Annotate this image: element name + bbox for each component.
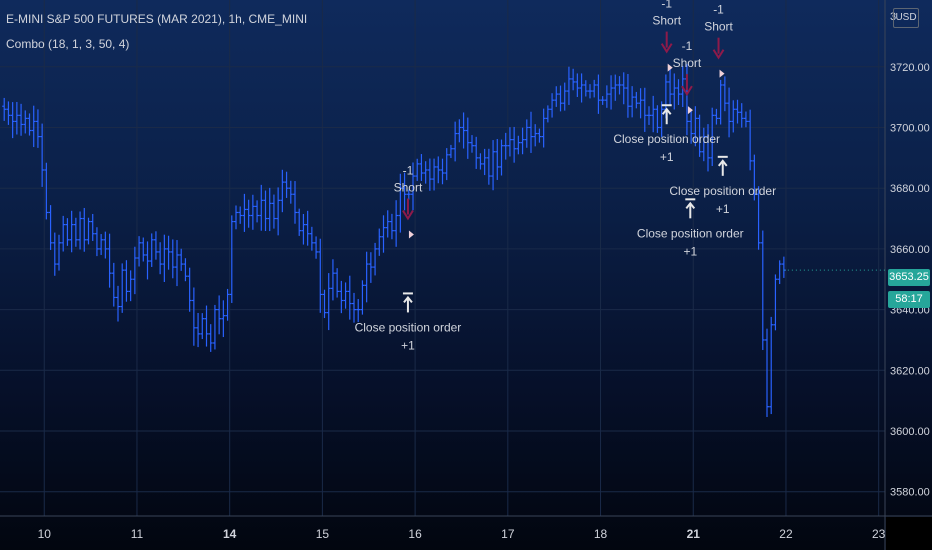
short-label-qty: -1 [713, 3, 724, 17]
close-label-text: Close position order [637, 226, 744, 240]
close-arrow-head [685, 201, 696, 209]
short-label-qty: -1 [682, 39, 693, 53]
short-label-qty: -1 [661, 0, 672, 11]
x-tick-label: 17 [501, 527, 515, 541]
short-arrow-head [681, 85, 693, 96]
close-arrow-head [661, 107, 672, 115]
short-label-text: Short [673, 56, 702, 70]
short-entry-marker [719, 69, 725, 78]
last-price-tag: 3653.25 [888, 269, 930, 286]
symbol-title[interactable]: E-MINI S&P 500 FUTURES (MAR 2021), 1h, C… [6, 12, 308, 26]
short-label-qty: -1 [403, 164, 414, 178]
y-tick-label: 3620.00 [890, 365, 930, 377]
x-tick-label: 15 [316, 527, 330, 541]
close-label-qty: +1 [401, 338, 415, 352]
y-tick-label: 3700.00 [890, 122, 930, 134]
close-label-qty: +1 [660, 150, 674, 164]
indicator-legend[interactable]: Combo (18, 1, 3, 50, 4) [6, 37, 130, 51]
x-tick-label: 10 [38, 527, 52, 541]
currency-badge[interactable]: USD [893, 8, 919, 28]
short-entry-marker [667, 63, 673, 72]
countdown-tag: 58:17 [888, 291, 930, 308]
y-tick-label: 3600.00 [890, 426, 930, 438]
x-tick-label: 23 [872, 527, 886, 541]
short-arrow-head [402, 210, 414, 221]
short-entry-marker [408, 230, 414, 239]
close-label-text: Close position order [669, 184, 776, 198]
close-arrow-head [717, 159, 728, 167]
x-tick-label: 18 [594, 527, 608, 541]
x-tick-label: 21 [687, 527, 701, 541]
y-tick-label: 3680.00 [890, 183, 930, 195]
short-label-text: Short [704, 20, 733, 34]
short-label-text: Short [652, 14, 681, 28]
x-tick-label: 11 [131, 527, 144, 541]
axis-corner [886, 517, 932, 550]
short-arrow-head [660, 43, 673, 54]
short-entry-marker [687, 106, 693, 115]
x-tick-label: 22 [779, 527, 793, 541]
close-label-text: Close position order [355, 320, 462, 334]
short-label-text: Short [394, 181, 423, 195]
short-arrow-head [712, 49, 725, 60]
close-arrow-head [403, 295, 413, 304]
close-label-qty: +1 [683, 244, 697, 258]
y-tick-label: 3720.00 [890, 62, 930, 74]
x-tick-label: 16 [408, 527, 422, 541]
close-label-qty: +1 [716, 202, 730, 216]
y-tick-label: 3660.00 [890, 244, 930, 256]
y-tick-label: 3580.00 [890, 487, 930, 499]
close-label-text: Close position order [613, 132, 720, 146]
x-tick-label: 14 [223, 527, 237, 541]
